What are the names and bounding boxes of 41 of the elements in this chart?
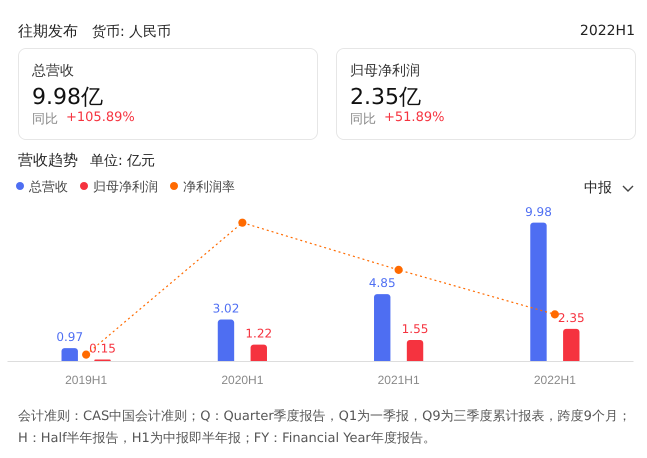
text: 中报 (584, 179, 612, 197)
bar (218, 320, 234, 362)
data-label: 1.22 (245, 326, 272, 341)
bar (406, 340, 424, 362)
bar (374, 294, 390, 362)
text: 往期发布 (18, 22, 78, 41)
text: 总营收 (32, 62, 74, 80)
x-tick-label: 2021H1 (378, 373, 420, 388)
x-tick-label: 2019H1 (65, 373, 108, 388)
legend-label: 总营收 (28, 179, 68, 196)
bar (250, 344, 267, 362)
data-label: 3.02 (212, 302, 240, 316)
legend-label: 归母净利润 (92, 179, 158, 196)
data-label: 2.35 (558, 311, 585, 326)
data-label: 0.15 (89, 342, 116, 356)
text: 2.35亿 (350, 84, 421, 111)
legend-label: 净利润率 (182, 179, 235, 196)
bar (530, 222, 547, 362)
point (238, 218, 246, 227)
text: 2022H1 (580, 23, 635, 39)
chart-subtitle: 单位: 亿元 (90, 152, 156, 170)
text: 归母净利润 (350, 62, 420, 80)
point (394, 266, 403, 274)
text: 同比 (350, 111, 376, 128)
text: 9.98亿 (32, 84, 103, 111)
data-label: 9.98 (525, 204, 552, 219)
text: 同比 (32, 111, 58, 128)
text: +105.89% (66, 110, 135, 125)
data-label: 1.55 (402, 322, 428, 336)
x-tick-label: 2022H1 (534, 373, 576, 388)
text: 货币: 人民币 (92, 23, 172, 41)
bar (563, 328, 580, 362)
data-label: 4.85 (368, 276, 396, 290)
point (550, 310, 559, 318)
bar (62, 348, 78, 362)
data-label: 0.97 (56, 330, 84, 344)
chart-title: 营收趋势 (18, 151, 78, 170)
point (82, 350, 90, 359)
text: +51.89% (384, 110, 444, 125)
text: 会计准则：CAS中国会计准则；Q：Quarter季度报告，Q1为一季报，Q9为三季度累计报表，跨度9个月；H：Half半年报告，H1为中报即半年报；FY：Financial Year年度报告。 (18, 408, 632, 448)
x-tick-label: 2020H1 (221, 373, 264, 388)
